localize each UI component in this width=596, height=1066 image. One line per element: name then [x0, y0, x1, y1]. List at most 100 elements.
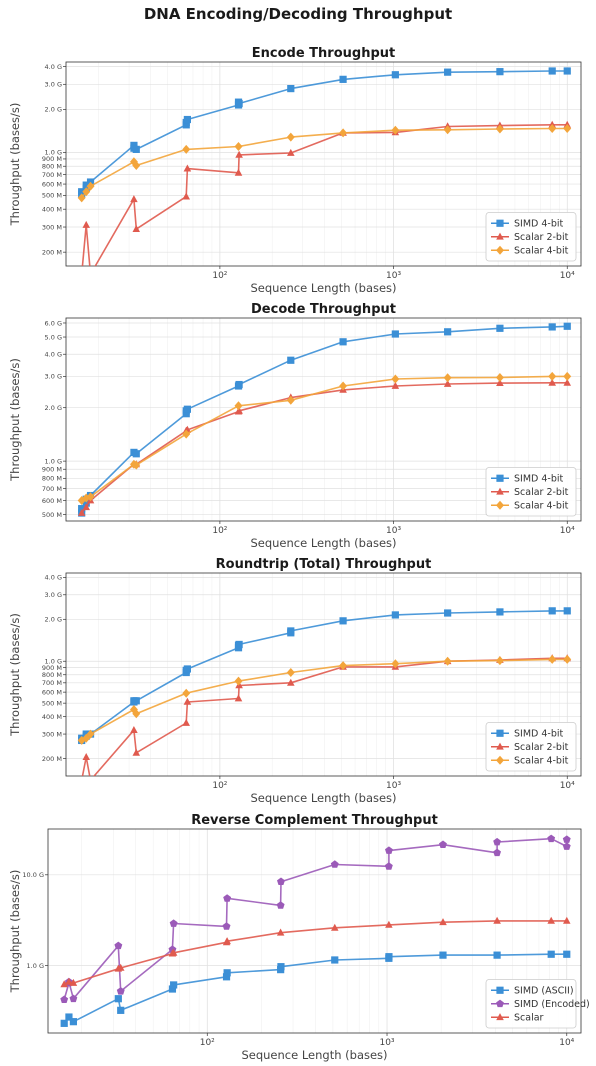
legend-entry: SIMD (ASCII) — [491, 986, 574, 997]
legend-label: SIMD 4-bit — [514, 219, 564, 230]
data-point — [496, 373, 504, 382]
data-point — [78, 270, 86, 277]
data-point — [82, 493, 91, 503]
data-point — [385, 846, 393, 854]
data-point — [223, 937, 231, 945]
data-point — [286, 132, 295, 142]
x-tick-label: 10² — [200, 1038, 215, 1048]
chart-2: Decode Throughput 500 M 600 M 700 M 800 M900… — [8, 302, 582, 550]
plot-frame — [65, 317, 582, 522]
data-point — [183, 405, 191, 413]
y-tick-label: 1.0 G — [45, 658, 62, 666]
data-point — [82, 499, 90, 507]
legend-box — [485, 467, 577, 517]
data-point — [77, 193, 86, 203]
data-point — [563, 67, 571, 75]
data-point — [78, 505, 86, 513]
data-point — [183, 697, 192, 705]
data-point — [391, 71, 399, 79]
legend-label: Scalar 2-bit — [514, 742, 569, 753]
legend-entry: SIMD 4-bit — [491, 729, 564, 740]
data-point — [116, 987, 125, 995]
data-point — [82, 503, 90, 511]
legend-marker — [496, 1013, 504, 1021]
data-point — [339, 338, 347, 346]
data-point — [496, 68, 504, 76]
data-point — [170, 981, 178, 989]
data-point — [391, 659, 400, 669]
y-tick-label: 900 M — [42, 664, 62, 672]
data-point — [60, 995, 69, 1003]
data-point — [339, 617, 347, 625]
legend-marker — [496, 742, 504, 750]
legend-label: SIMD 4-bit — [514, 729, 564, 740]
data-point — [563, 371, 572, 381]
y-tick-label: 900 M — [42, 466, 62, 474]
legend-marker — [496, 474, 504, 482]
y-tick-label: 500 M — [42, 511, 62, 519]
data-point — [331, 956, 339, 964]
data-point — [87, 270, 95, 277]
data-point — [443, 656, 452, 666]
data-point — [69, 994, 78, 1003]
series-scalar-4-bit — [77, 124, 572, 203]
legend-label: Scalar 4-bit — [514, 501, 569, 512]
data-point — [234, 694, 243, 702]
y-tick-label: 2.0 G — [45, 106, 62, 114]
data-point — [548, 124, 557, 133]
data-point — [60, 980, 68, 988]
data-point — [235, 150, 243, 158]
series-simd-encoded- — [60, 834, 571, 1003]
legend-marker — [496, 999, 504, 1008]
y-tick-label: 200 M — [42, 248, 62, 256]
legend-label: SIMD (Encoded) — [514, 999, 590, 1010]
data-point — [563, 607, 571, 615]
legend-label: Scalar — [514, 1013, 544, 1024]
y-tick-label: 2.0 G — [45, 616, 62, 624]
data-point — [287, 678, 295, 686]
data-point — [60, 1019, 68, 1027]
data-point — [562, 835, 571, 843]
legend-entry: SIMD 4-bit — [491, 474, 564, 485]
x-axis-label: Sequence Length (bases) — [250, 791, 396, 805]
data-point — [130, 726, 138, 733]
data-point — [444, 609, 452, 617]
data-point — [69, 1018, 78, 1026]
data-point — [493, 848, 501, 857]
data-point — [235, 380, 243, 389]
data-point — [391, 374, 400, 384]
data-point — [82, 753, 90, 760]
y-tick-label: 1.0 G — [27, 962, 44, 970]
data-point — [82, 733, 91, 743]
data-point — [563, 322, 571, 330]
x-tick-label: 10³ — [386, 526, 401, 536]
y-tick-label: 800 M — [42, 163, 62, 171]
data-point — [132, 748, 140, 756]
plot-frame — [47, 828, 582, 1034]
data-point — [287, 84, 295, 93]
data-point — [443, 379, 452, 387]
legend-marker — [496, 245, 504, 255]
y-tick-label: 1.0 G — [45, 149, 62, 157]
data-point — [496, 656, 504, 666]
legend-entry: Scalar 4-bit — [491, 756, 569, 767]
data-point — [339, 661, 347, 671]
data-point — [234, 401, 243, 411]
data-point — [114, 995, 122, 1003]
legend-marker — [496, 986, 504, 994]
data-point — [222, 922, 231, 930]
y-tick-label: 4.0 G — [45, 574, 62, 582]
x-tick-label: 10² — [212, 781, 227, 791]
chart-1: Encode Throughput 200 M 300 M 400 M 500 M 600… — [8, 46, 582, 295]
series-scalar-4-bit — [77, 654, 572, 745]
y-axis-label: Throughput (bases/s) — [8, 358, 22, 482]
y-tick-label: 700 M — [42, 679, 62, 687]
data-point — [439, 840, 447, 848]
legend: SIMD 4-bit Scalar 2-bit Scalar 4-bit — [485, 722, 577, 772]
data-point — [385, 920, 393, 928]
legend-entry: SIMD (Encoded) — [491, 999, 590, 1010]
data-point — [82, 220, 90, 228]
legend-entry: SIMD 4-bit — [491, 219, 564, 230]
y-tick-label: 700 M — [42, 171, 62, 179]
